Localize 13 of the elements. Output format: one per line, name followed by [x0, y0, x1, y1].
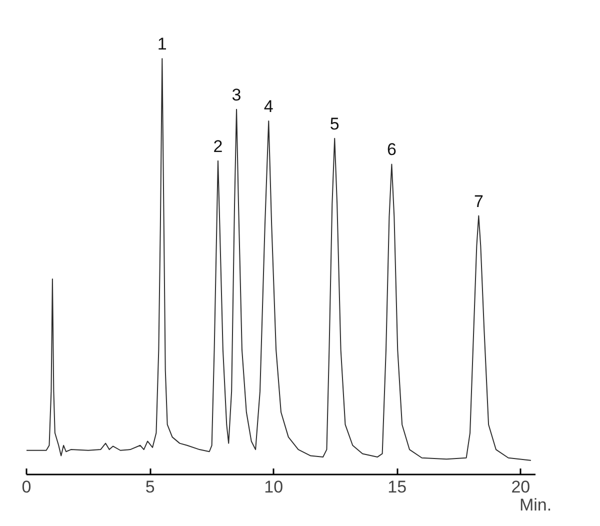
annotation: 7: [474, 192, 484, 211]
annotation: 3: [232, 85, 242, 104]
annotation: 4: [264, 96, 274, 116]
annotation: 6: [386, 140, 396, 160]
annotation: 2: [213, 136, 223, 156]
x-tick-label: 15: [388, 478, 407, 496]
x-axis-title: Min.: [519, 496, 552, 514]
x-tick-label: 5: [145, 478, 155, 496]
x-tick-label: 10: [264, 478, 284, 496]
x-tick-label: 20: [511, 478, 530, 496]
x-tick-label: 0: [22, 478, 32, 496]
annotation: 1: [157, 34, 167, 54]
annotation: 5: [330, 114, 340, 134]
